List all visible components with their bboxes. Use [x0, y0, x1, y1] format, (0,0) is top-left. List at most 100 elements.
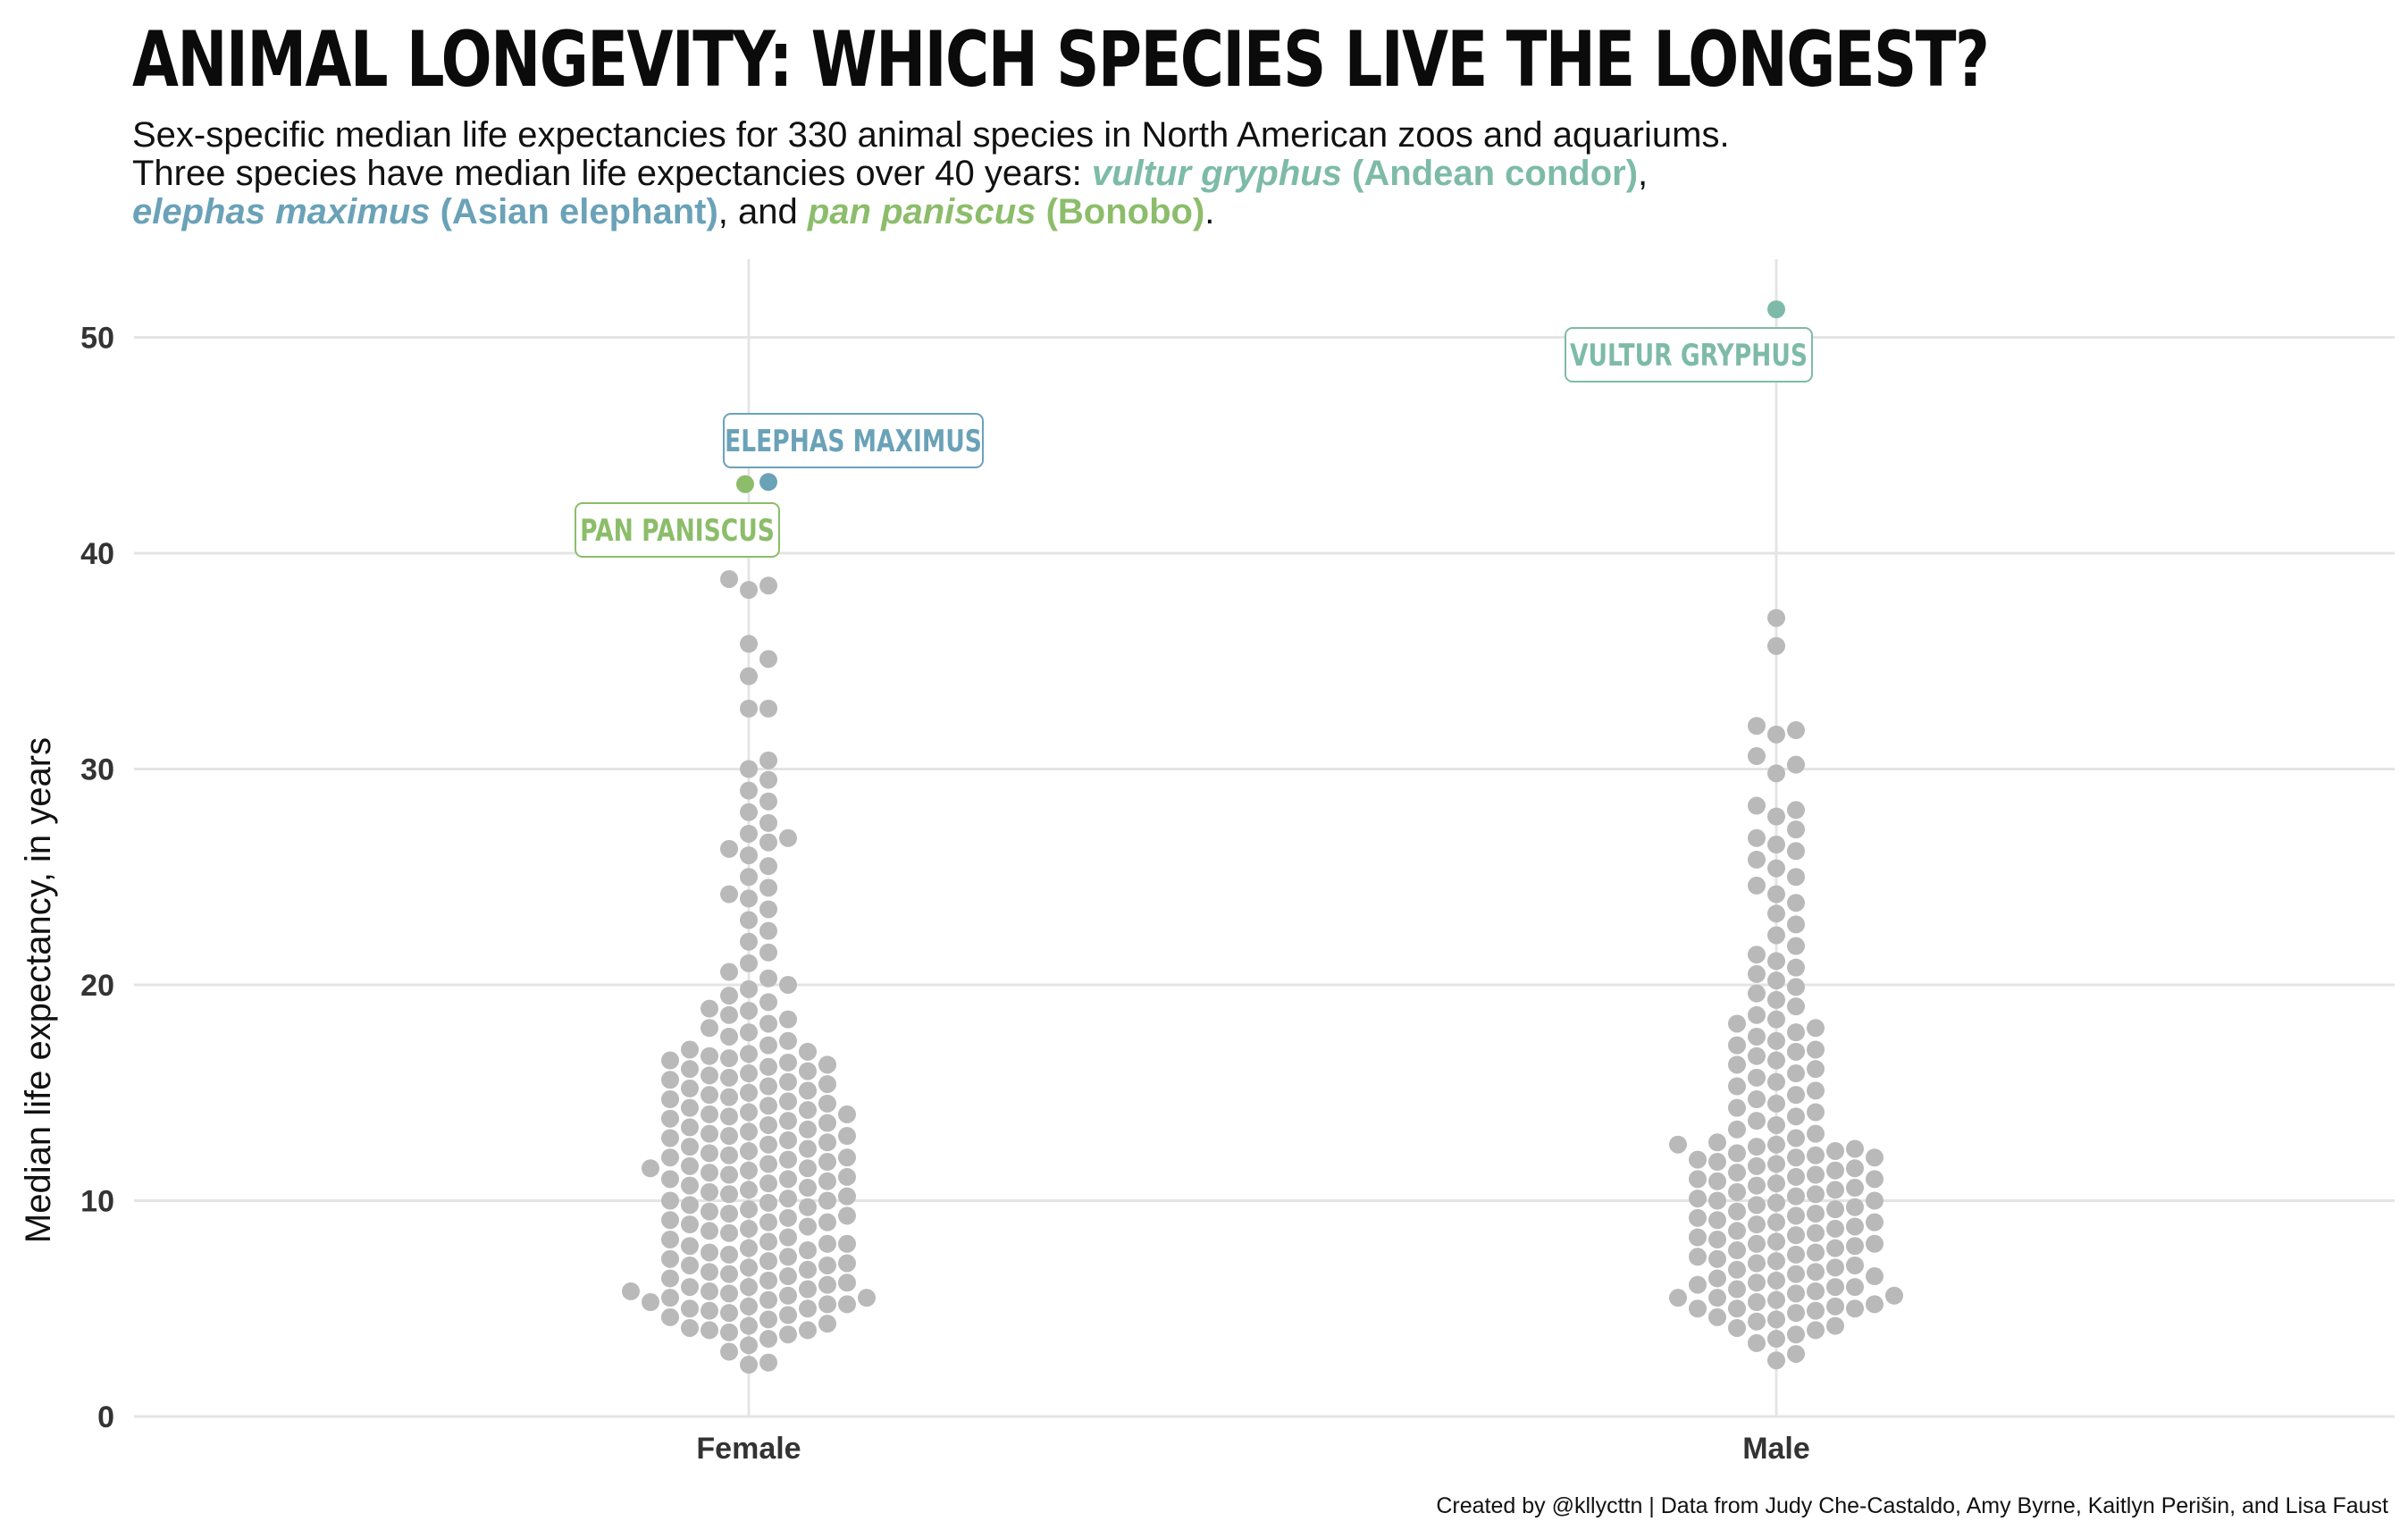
data-point-female [701, 1321, 718, 1340]
data-point-female [838, 1206, 856, 1225]
data-point-male [1866, 1234, 1884, 1253]
data-point-male [1728, 1055, 1746, 1074]
data-point-female [779, 1190, 797, 1208]
data-point-female [759, 650, 777, 668]
data-point-male [1728, 1299, 1746, 1318]
data-point-female [779, 1228, 797, 1247]
data-point-female [779, 1072, 797, 1091]
data-point-male [1826, 1141, 1844, 1160]
data-point-female [740, 1001, 758, 1020]
data-point-female [681, 1176, 699, 1195]
data-point-male [1787, 842, 1805, 861]
data-point-male [1767, 1351, 1785, 1370]
data-point-female [642, 1293, 659, 1312]
data-point-female [720, 1127, 738, 1146]
data-point-male [1728, 1098, 1746, 1117]
data-point-female [799, 1198, 817, 1216]
data-point-male [1787, 1129, 1805, 1148]
data-point-male [1826, 1258, 1844, 1277]
data-point-male [1787, 868, 1805, 887]
data-point-female [818, 1275, 836, 1294]
data-point-female [759, 1097, 777, 1115]
condor-highlight: vultur gryphus (Andean condor) [1092, 154, 1638, 193]
data-point-female [740, 1045, 758, 1063]
data-point-male [1787, 978, 1805, 996]
data-point-male [1807, 1124, 1825, 1143]
data-point-female [701, 1301, 718, 1320]
data-point-female [701, 1282, 718, 1300]
elephant-sci-name: elephas maximus [132, 192, 431, 231]
data-point-female [759, 699, 777, 718]
data-point-male [1787, 1265, 1805, 1283]
data-points [622, 569, 1903, 1374]
data-point-female [799, 1299, 817, 1318]
data-point-female [759, 1115, 777, 1134]
data-point-male [1787, 1023, 1805, 1042]
highlight-point-elephas-maximus [759, 473, 777, 492]
data-point-male [1748, 828, 1766, 847]
chart-title: ANIMAL LONGEVITY: WHICH SPECIES LIVE THE… [132, 15, 1990, 105]
annotation-box-vultur-gryphus [1565, 327, 1813, 382]
data-point-male [1748, 1005, 1766, 1024]
data-point-female [818, 1055, 836, 1074]
data-point-female [759, 1135, 777, 1154]
data-point-male [1787, 937, 1805, 955]
data-point-female [759, 1310, 777, 1329]
data-point-male [1689, 1248, 1707, 1266]
data-point-female [818, 1191, 836, 1210]
data-point-female [759, 857, 777, 876]
data-point-female [701, 1144, 718, 1163]
data-point-male [1748, 1215, 1766, 1234]
data-point-female [759, 751, 777, 769]
bonobo-sci-name: pan paniscus [807, 192, 1036, 231]
data-point-male [1866, 1148, 1884, 1167]
data-point-male [1748, 1156, 1766, 1175]
data-point-female [740, 699, 758, 718]
data-point-female [740, 1200, 758, 1219]
data-point-male [1787, 1284, 1805, 1303]
data-point-male [1846, 1179, 1864, 1198]
data-point-male [1728, 1036, 1746, 1055]
data-point-male [1748, 1089, 1766, 1108]
data-point-female [818, 1094, 836, 1113]
data-point-male [1767, 836, 1785, 854]
data-point-male [1767, 1031, 1785, 1050]
chart-caption: Created by @kllycttn | Data from Judy Ch… [1436, 1493, 2388, 1518]
data-point-male [1767, 885, 1785, 904]
data-point-female [740, 1141, 758, 1160]
data-point-male [1787, 1167, 1805, 1186]
data-point-male [1669, 1289, 1687, 1307]
data-point-female [818, 1172, 836, 1190]
data-point-male [1767, 1010, 1785, 1029]
data-point-female [799, 1217, 817, 1236]
data-point-male [1728, 1014, 1746, 1033]
data-point-female [720, 1223, 738, 1242]
data-point-male [1826, 1219, 1844, 1238]
data-point-female [701, 1164, 718, 1182]
annotation-box-pan-paniscus [575, 502, 780, 558]
data-point-male [1787, 1148, 1805, 1167]
data-point-female [681, 1079, 699, 1097]
bonobo-highlight: pan paniscus (Bonobo) [808, 192, 1204, 231]
data-point-male [1846, 1278, 1864, 1297]
data-point-male [1826, 1161, 1844, 1180]
data-point-male [1767, 952, 1785, 971]
data-point-female [838, 1127, 856, 1146]
data-point-female [720, 1068, 738, 1087]
data-point-female [799, 1179, 817, 1198]
data-point-male [1807, 1040, 1825, 1059]
data-point-male [1748, 1312, 1766, 1331]
data-point-female [779, 1208, 797, 1227]
data-point-female [661, 1071, 679, 1089]
data-point-male [1846, 1237, 1864, 1256]
data-point-male [1748, 850, 1766, 869]
data-point-female [701, 1105, 718, 1123]
data-point-female [838, 1254, 856, 1273]
data-point-female [799, 1081, 817, 1100]
data-point-female [740, 1336, 758, 1355]
data-point-female [740, 781, 758, 800]
annotation-label-vultur-gryphus: VULTUR GRYPHUS [1570, 339, 1808, 374]
data-point-female [759, 1353, 777, 1372]
data-point-female [701, 1086, 718, 1105]
